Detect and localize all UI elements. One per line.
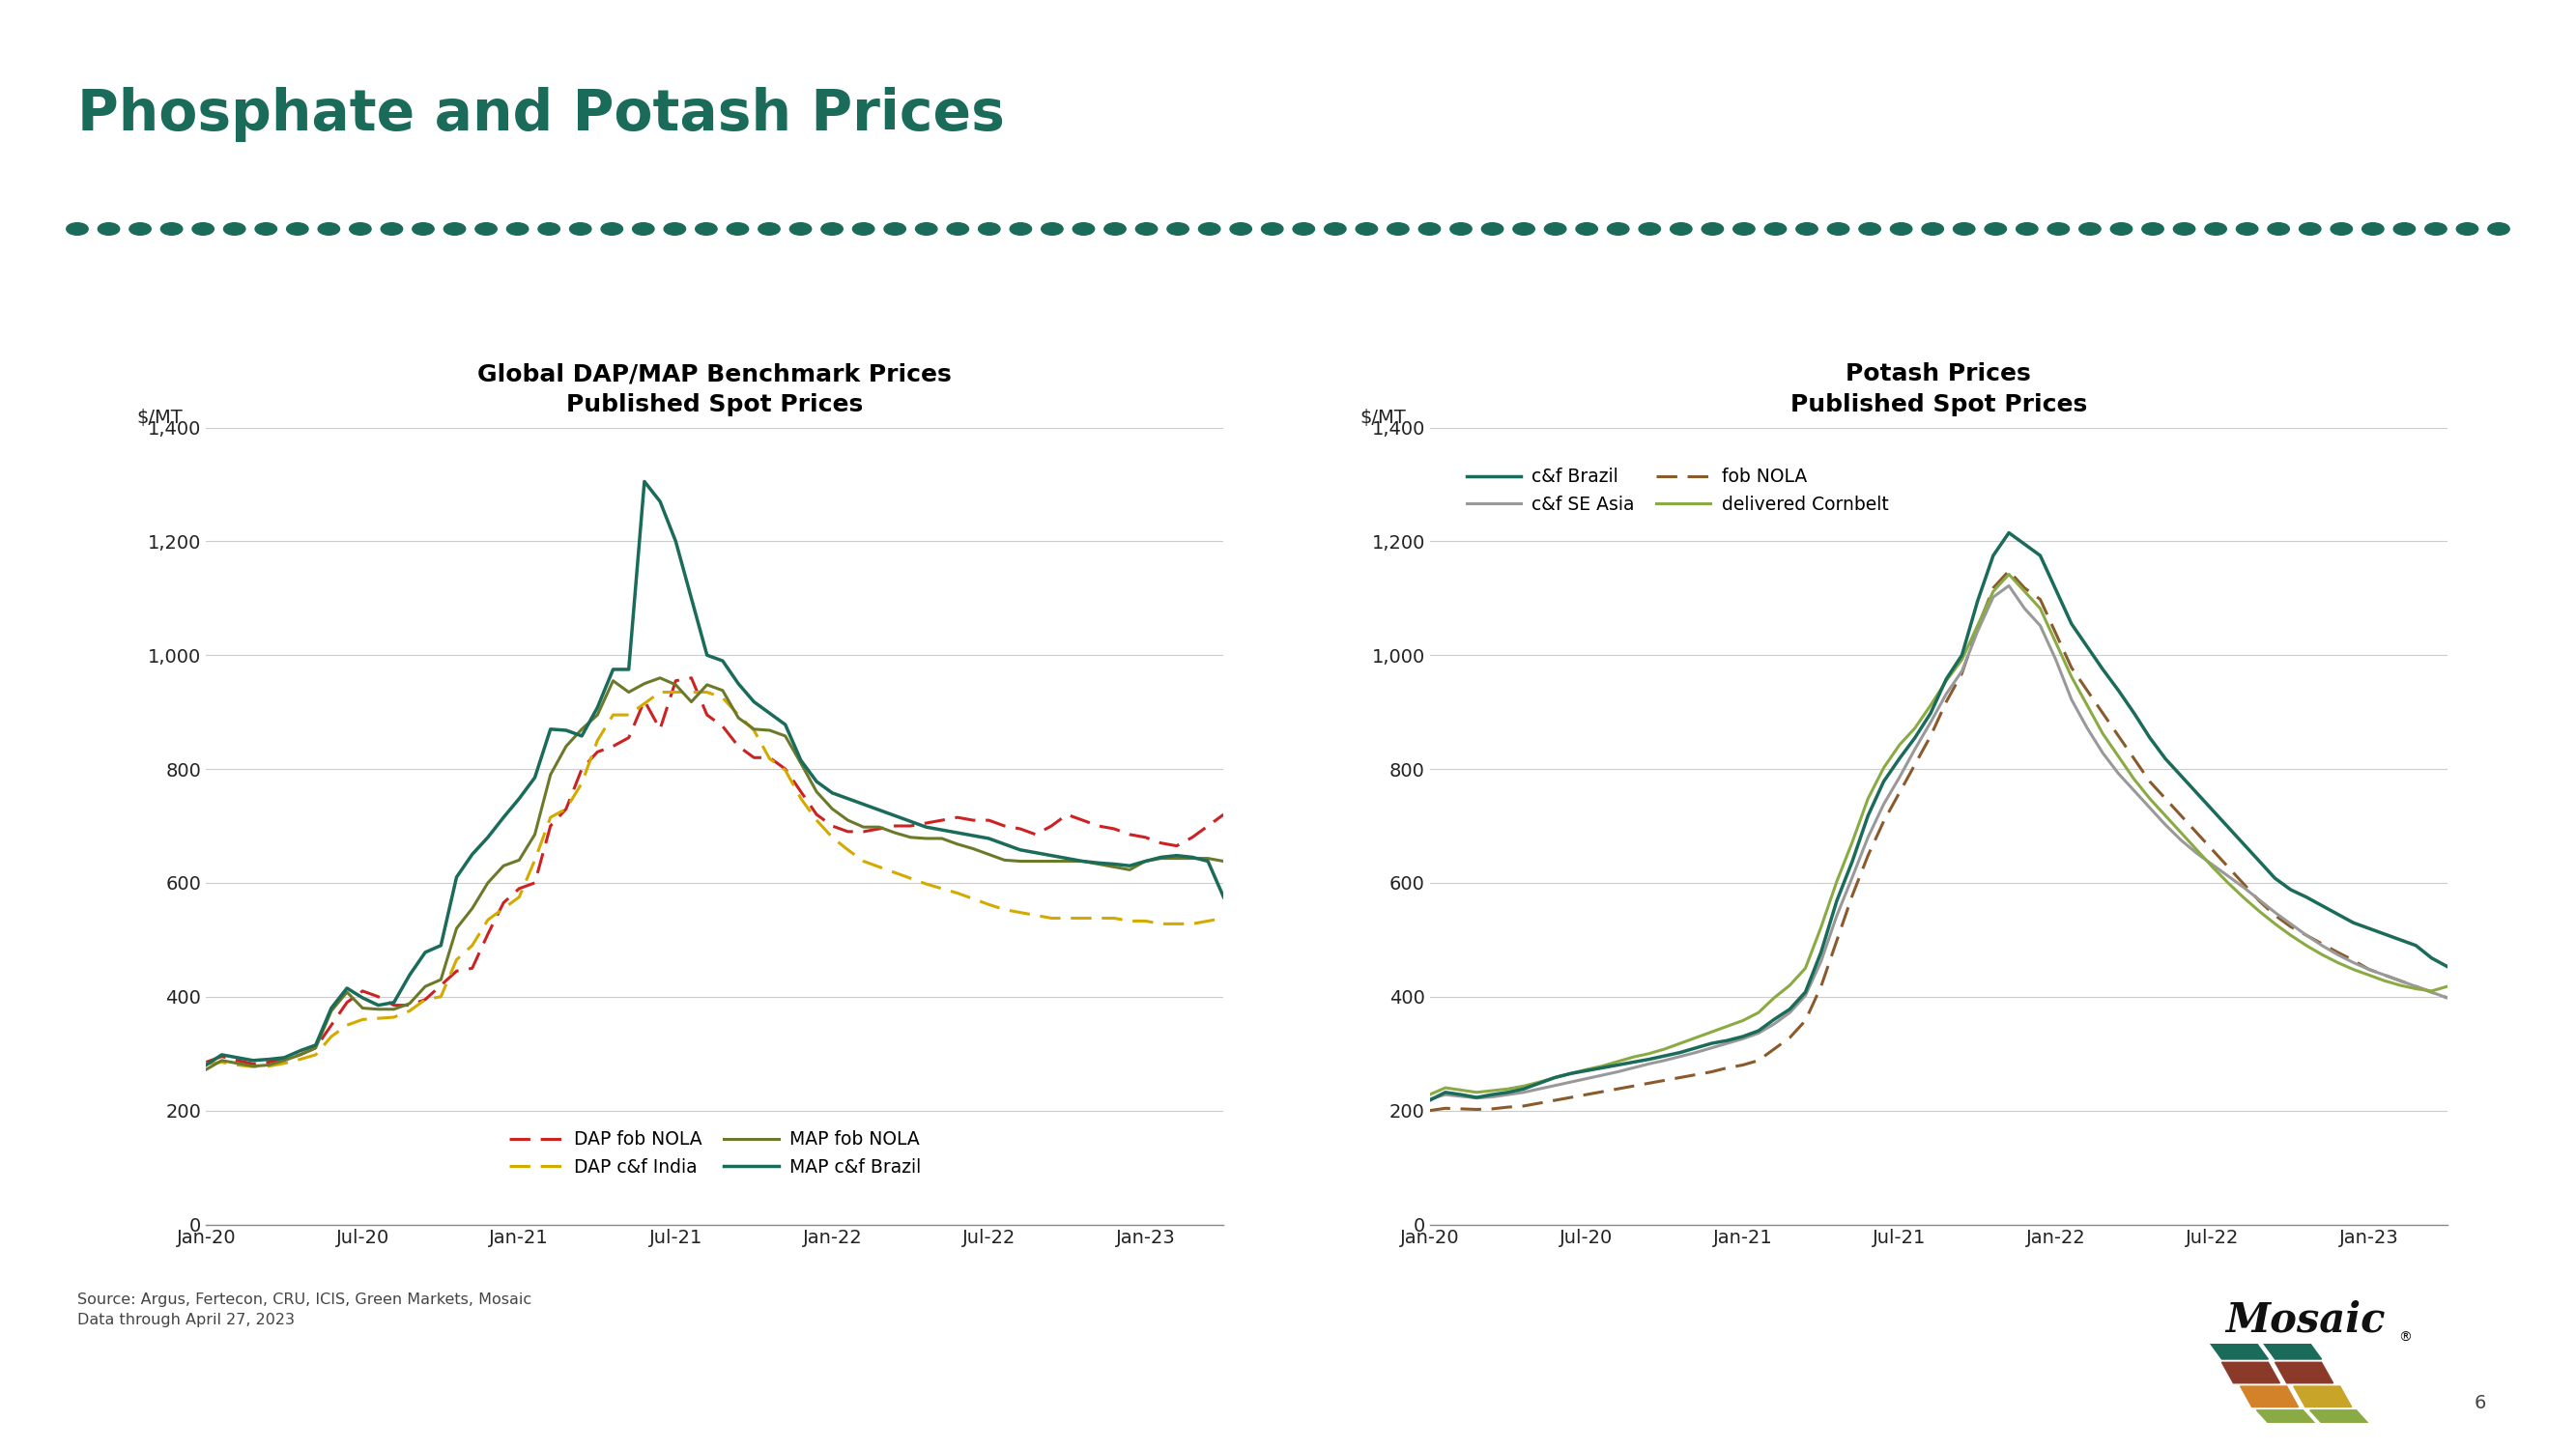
Text: ®: ® [2398, 1332, 2411, 1345]
Text: Source: Argus, Fertecon, CRU, ICIS, Green Markets, Mosaic
Data through April 27,: Source: Argus, Fertecon, CRU, ICIS, Gree… [77, 1293, 531, 1327]
Polygon shape [2257, 1410, 2313, 1423]
Title: Global DAP/MAP Benchmark Prices
Published Spot Prices: Global DAP/MAP Benchmark Prices Publishe… [477, 362, 953, 416]
Text: $/MT: $/MT [137, 409, 183, 427]
Text: Phosphate and Potash Prices: Phosphate and Potash Prices [77, 87, 1005, 142]
Text: Mosaic: Mosaic [2226, 1300, 2385, 1340]
Polygon shape [2221, 1362, 2280, 1382]
Polygon shape [2264, 1343, 2321, 1359]
Text: 6: 6 [2473, 1394, 2486, 1413]
Polygon shape [2311, 1410, 2367, 1423]
Polygon shape [2241, 1387, 2298, 1407]
Text: $/MT: $/MT [1360, 409, 1406, 427]
Polygon shape [2293, 1387, 2352, 1407]
Polygon shape [2210, 1343, 2269, 1359]
Title: Potash Prices
Published Spot Prices: Potash Prices Published Spot Prices [1790, 362, 2087, 416]
Legend: c&f Brazil, c&f SE Asia, fob NOLA, delivered Cornbelt: c&f Brazil, c&f SE Asia, fob NOLA, deliv… [1458, 461, 1896, 520]
Text: P prices have showed signs of stabilization, with in-season strength appearing i: P prices have showed signs of stabilizat… [603, 275, 1973, 330]
Polygon shape [2275, 1362, 2334, 1382]
Legend: DAP fob NOLA, DAP c&f India, MAP fob NOLA, MAP c&f Brazil: DAP fob NOLA, DAP c&f India, MAP fob NOL… [502, 1123, 927, 1184]
